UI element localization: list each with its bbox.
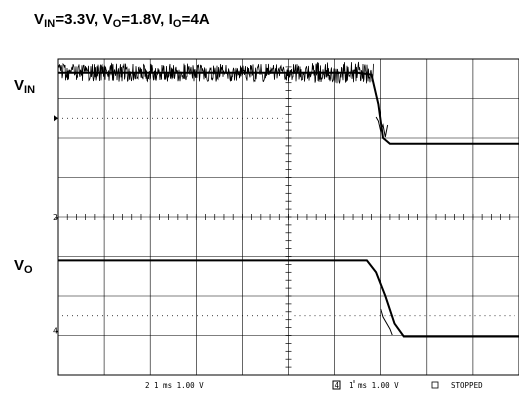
vin-trace-noise [57,61,374,84]
ch4-ground-marker: 4 [53,327,58,336]
vo-trace-label: VO [14,257,33,276]
vin-trace-label: VIN [14,77,36,96]
chart-title: VIN=3.3V, VO=1.8V, IO=4A [34,11,210,30]
trigger-box-icon [431,381,439,389]
vo-trace [58,259,519,338]
ch4-indicator-box [332,380,341,390]
vin-transition-ringing [375,116,389,138]
vin-trace [58,71,519,145]
ch4-indicator: 4 [335,381,340,390]
acquisition-status: STOPPED [451,381,483,390]
ch2-scale-readout: 2 1 ms 1.00 V [145,381,204,390]
ch4-scale-readout: 1 ms 1.00 V [349,381,399,390]
vin-level-marker [54,115,58,122]
ch2-ground-marker: 2 [53,213,58,222]
vo-transition-ringing [380,308,393,336]
